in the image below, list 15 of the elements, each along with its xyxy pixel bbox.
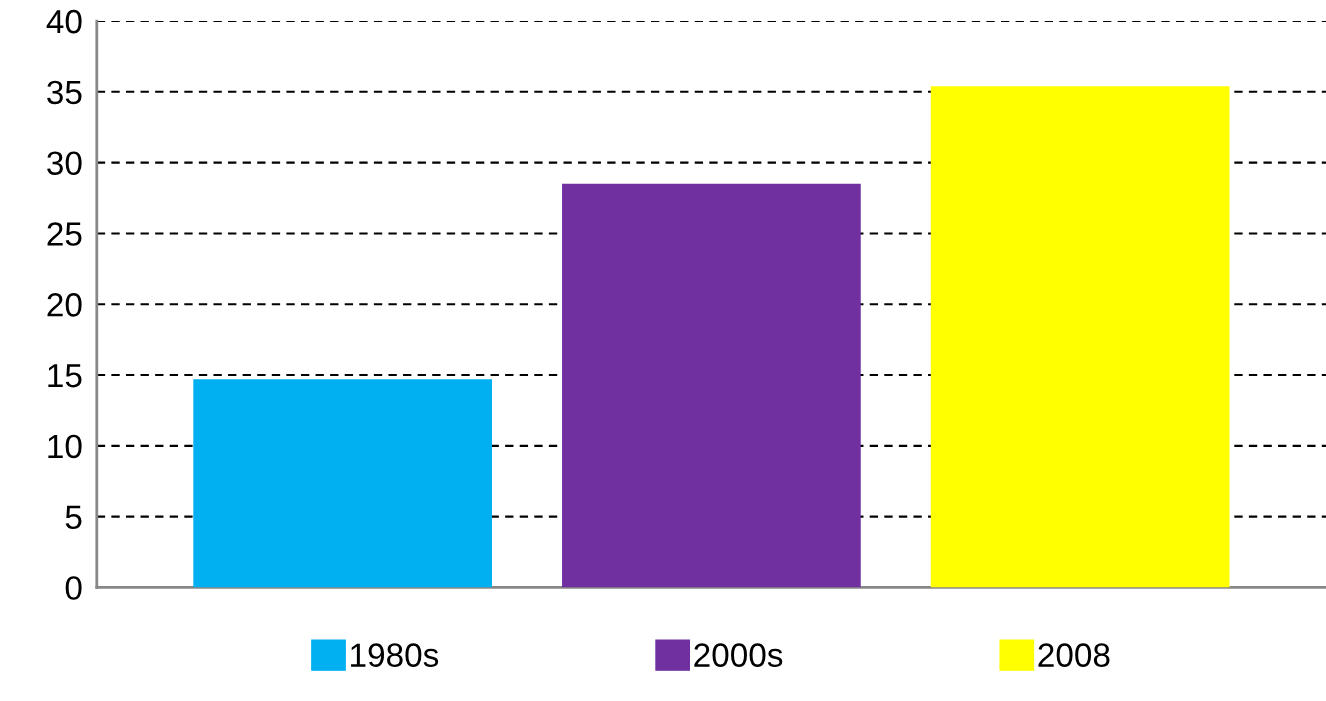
y-tick-label: 40 <box>46 9 82 34</box>
y-tick-label: 15 <box>48 364 82 388</box>
y-tick-label: 25 <box>47 222 82 246</box>
bar <box>562 183 861 588</box>
y-tick-label: 10 <box>48 434 82 459</box>
y-tick-label: 35 <box>47 80 82 105</box>
y-tick-label: 20 <box>47 293 82 317</box>
bar <box>930 86 1230 588</box>
y-tick-label: 0 <box>65 576 82 600</box>
legend-label: 2008 <box>1038 643 1110 667</box>
y-tick-label: 30 <box>47 151 82 176</box>
legend-label: 1980s <box>351 643 439 667</box>
y-tick-label: 5 <box>65 505 82 530</box>
bar <box>193 379 492 588</box>
legend-label: 2000s <box>694 643 783 667</box>
